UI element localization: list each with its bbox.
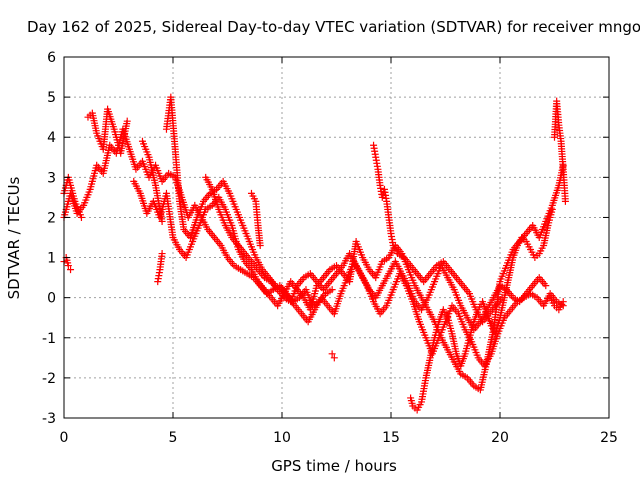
x-tick-label: 5 xyxy=(169,430,178,446)
x-tick-label: 25 xyxy=(600,430,618,446)
series-track-2 xyxy=(60,105,567,394)
chart-title: Day 162 of 2025, Sidereal Day-to-day VTE… xyxy=(27,18,640,36)
data-point xyxy=(561,197,569,205)
y-tick-label: -2 xyxy=(42,371,56,387)
data-points xyxy=(60,93,569,414)
x-tick-label: 10 xyxy=(273,430,291,446)
y-tick-label: 6 xyxy=(47,50,56,66)
y-tick-label: 0 xyxy=(47,291,56,307)
grid-lines xyxy=(64,57,609,418)
y-tick-label: 4 xyxy=(47,130,56,146)
series-track-3 xyxy=(138,93,567,370)
data-point xyxy=(158,250,166,258)
data-point xyxy=(158,217,166,225)
data-point xyxy=(77,213,85,221)
data-point xyxy=(330,354,338,362)
data-point xyxy=(328,350,336,358)
series-track-6 xyxy=(407,97,569,414)
y-tick-label: 1 xyxy=(47,251,56,267)
x-tick-label: 15 xyxy=(382,430,400,446)
axis-ticks: 0 5 10 15 20 25 -3 -2 -1 0 1 2 3 4 5 6 xyxy=(42,50,618,446)
data-point xyxy=(123,117,131,125)
y-tick-label: 3 xyxy=(47,170,56,186)
x-tick-label: 20 xyxy=(491,430,509,446)
plot-frame xyxy=(63,56,610,419)
x-tick-label: 0 xyxy=(60,430,69,446)
y-tick-label: -1 xyxy=(42,331,56,347)
data-point xyxy=(256,242,264,250)
data-point xyxy=(548,205,556,213)
y-tick-label: -3 xyxy=(42,411,56,427)
data-point xyxy=(559,298,567,306)
data-point xyxy=(542,282,550,290)
data-point xyxy=(67,266,75,274)
x-axis-label: GPS time / hours xyxy=(271,457,397,475)
series-track-5 xyxy=(370,141,506,326)
series-track-7 xyxy=(60,189,567,362)
y-axis-label: SDTVAR / TECUs xyxy=(5,176,23,299)
data-point xyxy=(64,262,72,270)
y-tick-label: 5 xyxy=(47,90,56,106)
data-point xyxy=(328,286,336,294)
y-tick-label: 2 xyxy=(47,210,56,226)
